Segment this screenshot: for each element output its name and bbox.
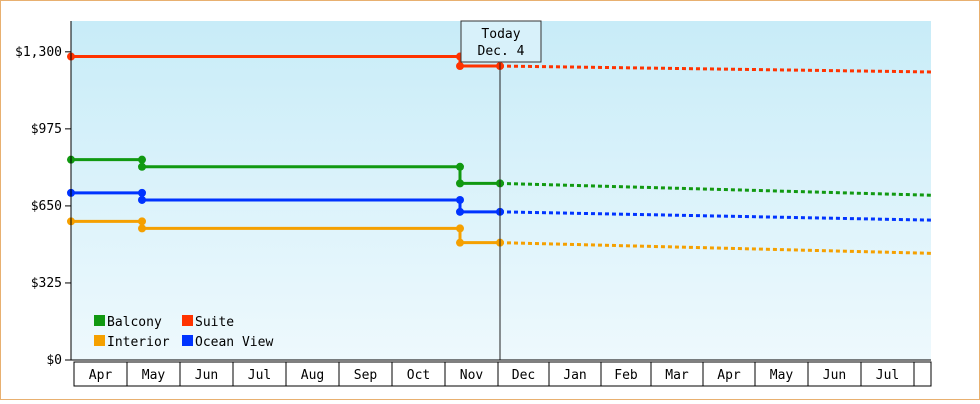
data-point bbox=[138, 217, 146, 226]
data-point bbox=[456, 62, 464, 71]
y-tick-label: $650 bbox=[31, 199, 62, 214]
x-tick-label: Oct bbox=[407, 368, 430, 383]
x-tick-label: Nov bbox=[460, 368, 484, 383]
series-forecast-suite bbox=[499, 64, 932, 74]
series-line-ocean-view bbox=[71, 191, 500, 214]
data-point bbox=[138, 195, 146, 204]
series-forecast-balcony bbox=[499, 181, 932, 197]
today-box bbox=[460, 20, 542, 63]
x-tick-label: Mar bbox=[665, 368, 689, 383]
legend-label: Suite bbox=[195, 315, 234, 330]
y-tick-label: $975 bbox=[31, 122, 62, 137]
legend-swatch bbox=[94, 335, 105, 346]
x-tick-label: Feb bbox=[614, 368, 638, 383]
series-line-suite bbox=[71, 55, 500, 68]
y-tick-label: $0 bbox=[46, 353, 62, 368]
x-axis-ticks: Apr May Jun Jul Aug Sep Oct Nov Dec Jan Feb Mar Apr M… bbox=[89, 362, 915, 386]
data-point bbox=[138, 224, 146, 233]
x-tick-label: Sep bbox=[354, 368, 378, 383]
axes bbox=[70, 21, 932, 387]
data-point bbox=[138, 162, 146, 171]
data-point bbox=[138, 188, 146, 197]
series-forecast-ocean-view bbox=[499, 210, 932, 222]
series-forecast-interior bbox=[499, 241, 932, 255]
y-tick-label: $1,300 bbox=[15, 45, 62, 60]
x-tick-label: Apr bbox=[89, 368, 113, 383]
x-tick-label: Jan bbox=[563, 368, 586, 383]
x-tick-label: May bbox=[770, 368, 794, 383]
legend-label: Ocean View bbox=[195, 335, 273, 350]
today-label: Today bbox=[481, 27, 520, 42]
legend-label: Balcony bbox=[107, 315, 162, 330]
x-tick-label: Aug bbox=[301, 368, 324, 383]
series-line-interior bbox=[71, 219, 500, 245]
legend-swatch bbox=[182, 315, 193, 326]
y-tick-label: $325 bbox=[31, 276, 62, 291]
data-point bbox=[138, 155, 146, 164]
x-tick-label: Jul bbox=[248, 368, 271, 383]
data-point bbox=[456, 179, 464, 188]
data-point bbox=[456, 224, 464, 233]
x-tick-label: Jun bbox=[823, 368, 846, 383]
y-axis-ticks: $0 $325 $650 $975 $1,300 bbox=[15, 45, 71, 368]
legend-swatch bbox=[182, 335, 193, 346]
series-lines bbox=[71, 55, 932, 255]
x-tick-label: May bbox=[142, 368, 166, 383]
series-line-balcony bbox=[71, 158, 500, 185]
data-point bbox=[456, 238, 464, 247]
x-tick-label: Dec bbox=[512, 368, 535, 383]
x-tick-label: Apr bbox=[717, 368, 741, 383]
data-point bbox=[456, 195, 464, 204]
today-date-label: Dec. 4 bbox=[478, 44, 525, 59]
data-point bbox=[456, 162, 464, 171]
x-tick-label: Jul bbox=[876, 368, 899, 383]
x-axis-band bbox=[73, 361, 932, 387]
legend-label: Interior bbox=[107, 335, 170, 350]
legend-swatch bbox=[94, 315, 105, 326]
x-tick-label: Jun bbox=[195, 368, 218, 383]
today-marker: Today Dec. 4 bbox=[460, 20, 542, 360]
data-point bbox=[456, 207, 464, 216]
legend: Balcony Suite Interior Ocean View bbox=[94, 315, 273, 350]
